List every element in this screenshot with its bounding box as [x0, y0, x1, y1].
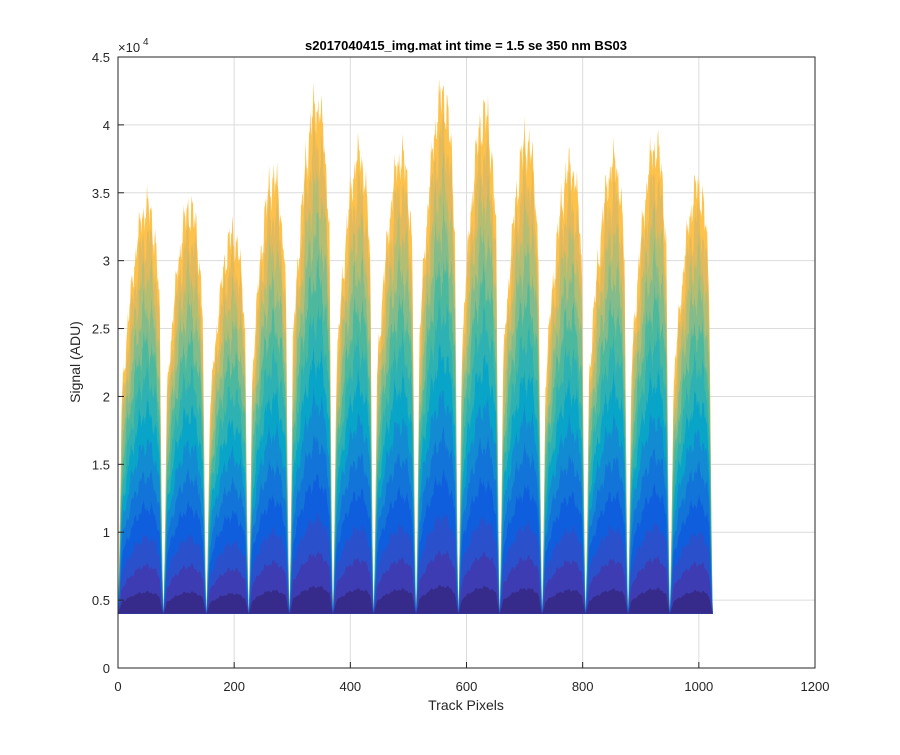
x-axis: 0 200 400 600 800 1000 1200 — [114, 662, 829, 694]
area-layer-1 — [118, 584, 713, 614]
y-exponent-power: 4 — [143, 37, 149, 48]
y-tick-label: 4.5 — [92, 50, 110, 65]
x-tick-label: 400 — [339, 679, 361, 694]
area-series-group — [118, 78, 713, 614]
x-axis-title: Track Pixels — [428, 697, 504, 713]
y-tick-label: 2.5 — [92, 322, 110, 337]
y-tick-label: 4 — [103, 118, 110, 133]
x-tick-label: 1000 — [684, 679, 713, 694]
y-tick-label: 1.5 — [92, 457, 110, 472]
y-tick-label: 0.5 — [92, 593, 110, 608]
y-exponent-base: ×10 — [118, 40, 140, 55]
chart-title: s2017040415_img.mat int time = 1.5 se 35… — [305, 38, 627, 53]
x-tick-label: 200 — [223, 679, 245, 694]
x-tick-label: 1200 — [801, 679, 830, 694]
y-tick-label: 2 — [103, 389, 110, 404]
x-tick-label: 0 — [114, 679, 121, 694]
y-axis-title: Signal (ADU) — [67, 321, 83, 403]
x-tick-label: 600 — [456, 679, 478, 694]
y-tick-label: 1 — [103, 525, 110, 540]
y-tick-label: 3.5 — [92, 186, 110, 201]
y-axis: 0 0.5 1 1.5 2 2.5 3 3.5 4 4.5 — [92, 50, 124, 676]
y-tick-label: 3 — [103, 254, 110, 269]
x-tick-label: 800 — [572, 679, 594, 694]
y-tick-label: 0 — [103, 661, 110, 676]
